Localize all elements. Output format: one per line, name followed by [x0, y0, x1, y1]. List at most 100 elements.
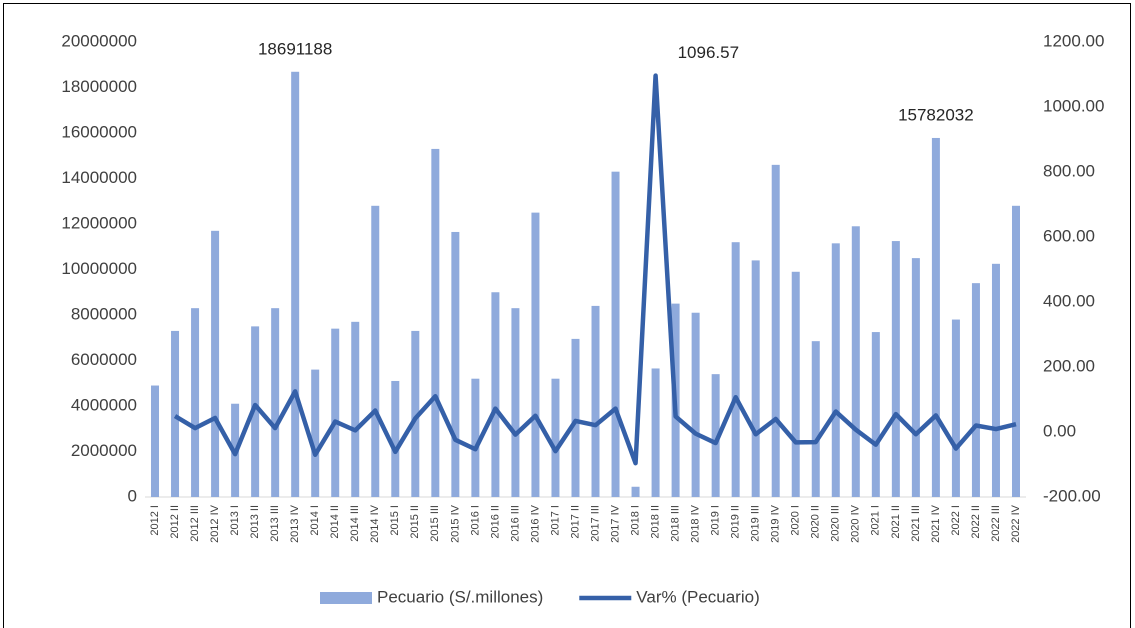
y-tick-label: 16000000 [61, 122, 137, 141]
bar [811, 341, 820, 497]
bar [471, 378, 480, 497]
y-tick-label: 20000000 [61, 31, 137, 50]
bar [191, 308, 200, 497]
y2-tick-label: 800.00 [1043, 161, 1095, 180]
x-tick-label: 2020 IV [850, 504, 862, 543]
bar [931, 137, 940, 497]
bar [591, 305, 600, 497]
bar [311, 369, 320, 497]
chart-frame [3, 3, 1131, 628]
x-tick-label: 2015 III [429, 505, 441, 542]
legend-label: Var% (Pecuario) [636, 587, 759, 606]
legend-swatch [320, 592, 372, 604]
y2-tick-label: 0.00 [1043, 421, 1076, 440]
bar [171, 330, 180, 497]
x-tick-label: 2013 I [229, 505, 241, 536]
bar [251, 326, 260, 497]
bar [871, 332, 880, 497]
bar [451, 231, 460, 497]
x-tick-label: 2016 II [489, 505, 501, 539]
data-label: 1096.57 [678, 43, 739, 62]
data-label: 15782032 [898, 105, 974, 124]
x-tick-label: 2019 I [710, 505, 722, 536]
bar [511, 308, 520, 497]
x-tick-label: 2020 II [810, 505, 822, 539]
bar [611, 171, 620, 498]
line [173, 73, 1017, 466]
x-tick-label: 2018 IV [690, 504, 702, 543]
x-tick-label: 2015 II [409, 505, 421, 539]
x-tick-label: 2021 III [910, 505, 922, 542]
x-tick-label: 2020 III [830, 505, 842, 542]
bar [1011, 205, 1020, 498]
y-tick-label: 4000000 [71, 395, 137, 414]
y-tick-label: 12000000 [61, 213, 137, 232]
bar [911, 258, 920, 497]
bar [891, 241, 900, 497]
x-tick-label: 2020 I [790, 505, 802, 536]
x-tick-label: 2014 I [309, 505, 321, 536]
bar [631, 486, 640, 497]
bar [271, 308, 280, 497]
data-label: 18691188 [258, 39, 332, 58]
bar [771, 164, 780, 497]
x-tick-label: 2017 II [569, 505, 581, 539]
bar [831, 243, 840, 497]
x-tick-label: 2017 I [549, 505, 561, 536]
bar [971, 283, 980, 497]
y-tick-label: 14000000 [61, 168, 137, 187]
bar [791, 271, 800, 497]
bar [431, 148, 440, 498]
legend-label: Pecuario (S/.millones) [377, 587, 543, 606]
y2-tick-label: 1000.00 [1043, 96, 1104, 115]
x-tick-label: 2017 IV [609, 504, 621, 543]
x-tick-label: 2021 II [890, 505, 902, 539]
bar [391, 380, 400, 497]
x-tick-label: 2019 III [750, 505, 762, 542]
bar [551, 378, 560, 497]
x-tick-label: 2019 II [730, 505, 742, 539]
bar [351, 321, 360, 497]
x-tick-label: 2018 III [670, 505, 682, 542]
x-tick-label: 2018 II [649, 505, 661, 539]
y-tick-label: 8000000 [71, 304, 137, 323]
x-tick-label: 2012 II [169, 505, 181, 539]
x-tick-label: 2016 IV [529, 504, 541, 543]
bar [651, 368, 660, 497]
x-tick-label: 2014 III [349, 505, 361, 542]
y2-tick-label: 200.00 [1043, 356, 1095, 375]
bar [531, 212, 540, 497]
x-tick-label: 2022 II [970, 505, 982, 539]
x-tick-label: 2022 I [950, 505, 962, 536]
bar [991, 263, 1000, 497]
bar [491, 292, 500, 497]
bar [571, 338, 580, 497]
x-tick-label: 2012 IV [209, 504, 221, 543]
bar [411, 330, 420, 497]
y2-tick-label: 600.00 [1043, 226, 1095, 245]
bar [951, 319, 960, 497]
bar [371, 205, 380, 498]
x-tick-label: 2019 IV [770, 504, 782, 543]
bar [211, 230, 220, 497]
y-tick-label: 6000000 [71, 350, 137, 369]
x-tick-label: 2014 II [329, 505, 341, 539]
x-tick-label: 2015 IV [449, 504, 461, 543]
bar [731, 242, 740, 497]
y2-tick-label: 1200.00 [1043, 31, 1104, 50]
x-tick-label: 2016 I [469, 505, 481, 536]
x-tick-label: 2015 I [389, 505, 401, 536]
x-tick-label: 2021 I [870, 505, 882, 536]
x-tick-label: 2013 IV [289, 504, 301, 543]
x-tick-label: 2013 III [269, 505, 281, 542]
bar [291, 71, 300, 497]
x-tick-label: 2018 I [629, 505, 641, 536]
bar [151, 385, 160, 497]
bar [851, 226, 860, 497]
y2-tick-label: 400.00 [1043, 291, 1095, 310]
x-tick-label: 2014 IV [369, 504, 381, 543]
x-tick-label: 2022 IV [1010, 504, 1022, 543]
y-tick-label: 10000000 [61, 259, 137, 278]
x-tick-label: 2012 III [189, 505, 201, 542]
